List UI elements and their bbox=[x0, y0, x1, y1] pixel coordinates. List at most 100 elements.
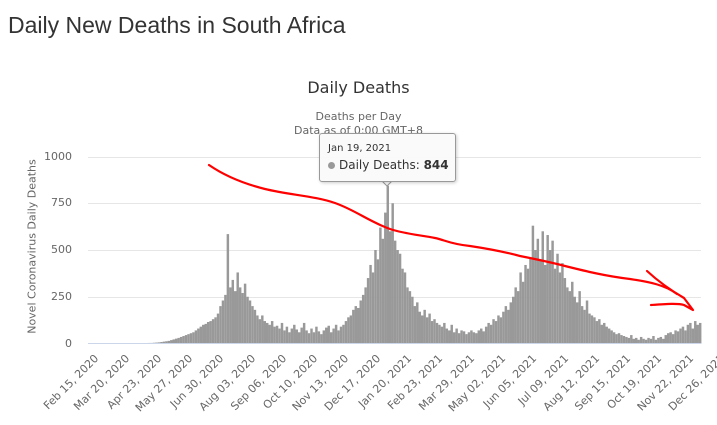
bar[interactable] bbox=[655, 340, 657, 344]
bar[interactable] bbox=[554, 269, 556, 344]
bar[interactable] bbox=[586, 300, 588, 343]
bar[interactable] bbox=[596, 321, 598, 343]
bar[interactable] bbox=[625, 337, 627, 344]
bar[interactable] bbox=[505, 306, 507, 343]
bar[interactable] bbox=[576, 302, 578, 343]
bar[interactable] bbox=[202, 325, 204, 344]
bar[interactable] bbox=[608, 329, 610, 344]
bar[interactable] bbox=[195, 330, 197, 343]
bar[interactable] bbox=[478, 330, 480, 343]
bar[interactable] bbox=[254, 310, 256, 344]
bar[interactable] bbox=[404, 272, 406, 343]
bar[interactable] bbox=[473, 332, 475, 343]
bar[interactable] bbox=[465, 334, 467, 343]
bar[interactable] bbox=[364, 287, 366, 343]
bar[interactable] bbox=[173, 339, 175, 343]
bar[interactable] bbox=[187, 334, 189, 343]
bar[interactable] bbox=[593, 317, 595, 343]
bar[interactable] bbox=[684, 330, 686, 343]
bar[interactable] bbox=[239, 287, 241, 343]
bar[interactable] bbox=[598, 319, 600, 343]
bar[interactable] bbox=[414, 306, 416, 343]
bar[interactable] bbox=[615, 334, 617, 343]
bar[interactable] bbox=[357, 308, 359, 344]
bar[interactable] bbox=[387, 186, 389, 344]
bar[interactable] bbox=[261, 315, 263, 343]
bar[interactable] bbox=[480, 329, 482, 344]
bar[interactable] bbox=[345, 321, 347, 343]
bar[interactable] bbox=[305, 330, 307, 343]
bar[interactable] bbox=[446, 329, 448, 344]
bar[interactable] bbox=[561, 263, 563, 343]
bar[interactable] bbox=[330, 332, 332, 343]
bar[interactable] bbox=[377, 259, 379, 343]
bar[interactable] bbox=[559, 272, 561, 343]
bar[interactable] bbox=[291, 329, 293, 344]
bar[interactable] bbox=[566, 287, 568, 343]
bar[interactable] bbox=[325, 328, 327, 344]
bar[interactable] bbox=[438, 325, 440, 344]
bar[interactable] bbox=[421, 315, 423, 343]
bar[interactable] bbox=[539, 259, 541, 343]
bar[interactable] bbox=[180, 337, 182, 344]
bar[interactable] bbox=[251, 306, 253, 343]
bar[interactable] bbox=[613, 332, 615, 343]
bar[interactable] bbox=[227, 234, 229, 343]
bar[interactable] bbox=[337, 330, 339, 343]
bar[interactable] bbox=[214, 317, 216, 343]
bar[interactable] bbox=[268, 325, 270, 344]
bar[interactable] bbox=[637, 340, 639, 344]
bar[interactable] bbox=[522, 282, 524, 344]
bar[interactable] bbox=[697, 325, 699, 344]
bar[interactable] bbox=[650, 339, 652, 344]
bar[interactable] bbox=[645, 340, 647, 344]
bar[interactable] bbox=[517, 291, 519, 343]
bar[interactable] bbox=[583, 310, 585, 344]
bar[interactable] bbox=[682, 327, 684, 344]
bar[interactable] bbox=[571, 282, 573, 344]
bar[interactable] bbox=[192, 332, 194, 343]
bar[interactable] bbox=[310, 329, 312, 344]
bar[interactable] bbox=[283, 330, 285, 343]
bar[interactable] bbox=[281, 323, 283, 344]
bar[interactable] bbox=[510, 302, 512, 343]
bar[interactable] bbox=[692, 329, 694, 344]
bar[interactable] bbox=[332, 329, 334, 344]
bar[interactable] bbox=[347, 317, 349, 343]
bar[interactable] bbox=[367, 278, 369, 343]
bar[interactable] bbox=[532, 226, 534, 344]
bar[interactable] bbox=[551, 241, 553, 344]
bar[interactable] bbox=[436, 323, 438, 344]
bar[interactable] bbox=[672, 334, 674, 343]
bar[interactable] bbox=[293, 325, 295, 344]
bar[interactable] bbox=[490, 325, 492, 344]
bar[interactable] bbox=[677, 331, 679, 343]
bar[interactable] bbox=[374, 250, 376, 344]
bar[interactable] bbox=[556, 254, 558, 344]
bar[interactable] bbox=[323, 330, 325, 343]
bar[interactable] bbox=[448, 330, 450, 343]
bar[interactable] bbox=[406, 287, 408, 343]
bar[interactable] bbox=[320, 334, 322, 343]
bar[interactable] bbox=[428, 314, 430, 344]
bar[interactable] bbox=[574, 297, 576, 344]
bar[interactable] bbox=[271, 321, 273, 343]
bar[interactable] bbox=[212, 319, 214, 343]
bar[interactable] bbox=[396, 250, 398, 344]
bar[interactable] bbox=[276, 326, 278, 344]
bar[interactable] bbox=[244, 284, 246, 344]
bar[interactable] bbox=[620, 335, 622, 343]
bar[interactable] bbox=[487, 323, 489, 344]
bar[interactable] bbox=[564, 278, 566, 343]
bar[interactable] bbox=[485, 327, 487, 344]
bar[interactable] bbox=[591, 315, 593, 343]
bar[interactable] bbox=[633, 339, 635, 344]
bar[interactable] bbox=[694, 321, 696, 343]
bar[interactable] bbox=[391, 203, 393, 343]
bar[interactable] bbox=[342, 325, 344, 344]
bar[interactable] bbox=[657, 338, 659, 344]
bar[interactable] bbox=[495, 321, 497, 343]
bar[interactable] bbox=[665, 335, 667, 343]
bar[interactable] bbox=[519, 272, 521, 343]
bar[interactable] bbox=[623, 336, 625, 343]
